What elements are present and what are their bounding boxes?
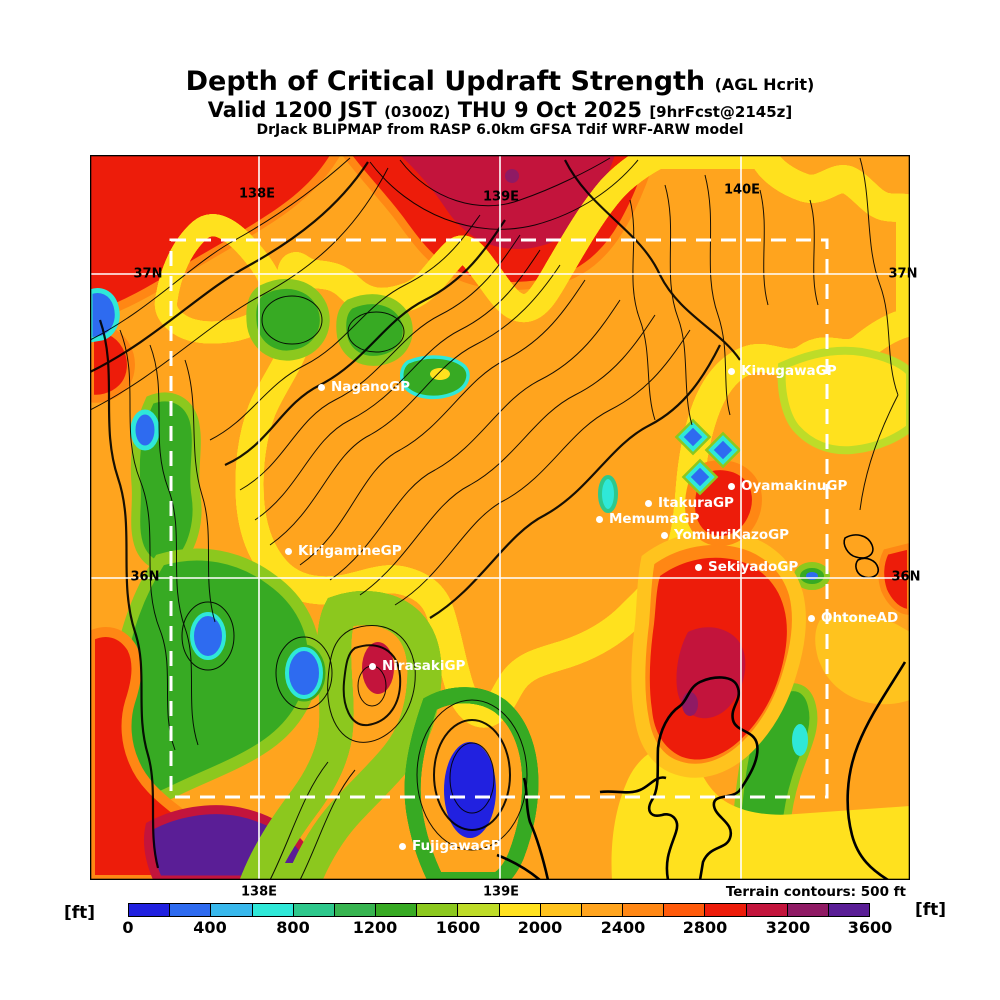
forecast-map xyxy=(90,155,910,880)
site-label: NaganoGP xyxy=(331,379,411,395)
colorbar-segment xyxy=(705,904,747,916)
colorbar-segment xyxy=(664,904,706,916)
colorbar-segment xyxy=(746,904,788,916)
colorbar-tick: 800 xyxy=(276,918,310,937)
colorbar-tick: 400 xyxy=(193,918,227,937)
colorbar-tick: 3200 xyxy=(765,918,811,937)
site-marker-icon xyxy=(728,367,735,375)
colorbar-segment xyxy=(293,904,335,916)
map-canvas xyxy=(90,155,910,880)
colorbar-segment xyxy=(252,904,294,916)
lon-label-138e-top: 138E xyxy=(238,186,276,202)
colorbar-segment xyxy=(417,904,459,916)
graticule xyxy=(90,155,910,880)
site-label: ItakuraGP xyxy=(658,495,734,511)
site-marker-icon xyxy=(369,662,376,670)
lon-label-138e-bottom: 138E xyxy=(240,884,278,900)
site-memuma: MemumaGP xyxy=(596,511,699,527)
site-oyamakinu: OyamakinuGP xyxy=(728,478,847,494)
fill-yellow-zones xyxy=(611,346,910,880)
lat-label-37n-right: 37N xyxy=(888,266,918,282)
site-ohtone: OhtoneAD xyxy=(808,610,898,626)
valid-fcst: [9hrFcst@2145z] xyxy=(649,103,793,121)
colorbar-tick: 2000 xyxy=(517,918,563,937)
coastline xyxy=(496,661,907,880)
lon-label-139e-bottom: 139E xyxy=(482,884,520,900)
site-nirasaki: NirasakiGP xyxy=(369,658,465,674)
colorbar-segment xyxy=(828,904,870,916)
colorbar-segment xyxy=(170,904,212,916)
site-marker-icon xyxy=(318,383,325,391)
model-line: DrJack BLIPMAP from RASP 6.0km GFSA Tdif… xyxy=(256,122,744,138)
map-layers xyxy=(90,155,910,880)
title-suffix: (AGL Hcrit) xyxy=(714,75,815,94)
site-label: FujigawaGP xyxy=(412,838,501,854)
terrain-contours xyxy=(90,157,899,880)
site-marker-icon xyxy=(728,482,735,490)
colorbar-segment xyxy=(334,904,377,916)
fill-blue-pockets xyxy=(90,288,326,702)
page-title: Depth of Critical Updraft Strength (AGL … xyxy=(0,66,1000,97)
lakes xyxy=(843,534,880,579)
site-label: YomiuriKazoGP xyxy=(674,527,790,543)
colorbar xyxy=(128,903,870,917)
colorbar-tick: 2400 xyxy=(600,918,646,937)
map-border xyxy=(90,155,910,880)
colorbar-tick: 2800 xyxy=(682,918,728,937)
valid-prefix: Valid 1200 JST xyxy=(207,98,377,122)
site-marker-icon xyxy=(808,614,815,622)
site-label: MemumaGP xyxy=(609,511,700,527)
colorbar-segment xyxy=(499,904,541,916)
site-kinugawa: KinugawaGP xyxy=(728,363,837,379)
colorbar-segment xyxy=(211,904,253,916)
site-nagano: NaganoGP xyxy=(318,379,410,395)
site-marker-icon xyxy=(399,842,406,850)
valid-time-line: Valid 1200 JST (0300Z) THU 9 Oct 2025 [9… xyxy=(0,98,1000,122)
site-label: SekiyadoGP xyxy=(708,559,799,575)
colorbar-unit-left: [ft] xyxy=(64,903,96,923)
lon-label-140e-top: 140E xyxy=(723,182,761,198)
colorbar-segment xyxy=(458,904,500,916)
colorbar-segment xyxy=(623,904,665,916)
colorbar-tick: 1200 xyxy=(352,918,398,937)
lon-label-139e-top: 139E xyxy=(482,189,520,205)
terrain-contours-note: Terrain contours: 500 ft xyxy=(725,884,906,900)
site-label: OhtoneAD xyxy=(821,610,899,626)
site-marker-icon xyxy=(661,531,668,539)
valid-date: THU 9 Oct 2025 xyxy=(457,98,643,122)
site-itakura: ItakuraGP xyxy=(645,495,734,511)
colorbar-tick: 0 xyxy=(122,918,134,937)
colorbar-segment xyxy=(581,904,624,916)
lat-label-36n-right: 36N xyxy=(891,569,921,585)
site-label: KinugawaGP xyxy=(741,363,837,379)
site-marker-icon xyxy=(596,515,603,523)
colorbar-segment xyxy=(540,904,582,916)
colorbar-segment xyxy=(376,904,418,916)
colorbar-segment xyxy=(129,904,171,916)
lat-label-37n-left: 37N xyxy=(133,266,163,282)
lat-label-36n-left: 36N xyxy=(130,569,160,585)
site-label: OyamakinuGP xyxy=(741,478,848,494)
site-label: NirasakiGP xyxy=(382,658,466,674)
colorbar-segment xyxy=(787,904,829,916)
site-kirigamine: KirigamineGP xyxy=(285,543,402,559)
site-marker-icon xyxy=(645,499,652,507)
title-main: Depth of Critical Updraft Strength xyxy=(185,66,706,97)
site-fujigawa: FujigawaGP xyxy=(399,838,501,854)
site-marker-icon xyxy=(695,563,702,571)
colorbar-tick: 1600 xyxy=(435,918,481,937)
valid-zulu: (0300Z) xyxy=(384,103,451,121)
site-marker-icon xyxy=(285,547,292,555)
fill-blue-diamonds xyxy=(598,418,742,513)
colorbar-unit-right: [ft] xyxy=(915,900,947,920)
site-label: KirigamineGP xyxy=(298,543,402,559)
site-sekiyado: SekiyadoGP xyxy=(695,559,798,575)
colorbar-tick: 3600 xyxy=(847,918,893,937)
inner-domain-box xyxy=(169,238,829,799)
site-yomiurikazo: YomiuriKazoGP xyxy=(661,527,789,543)
